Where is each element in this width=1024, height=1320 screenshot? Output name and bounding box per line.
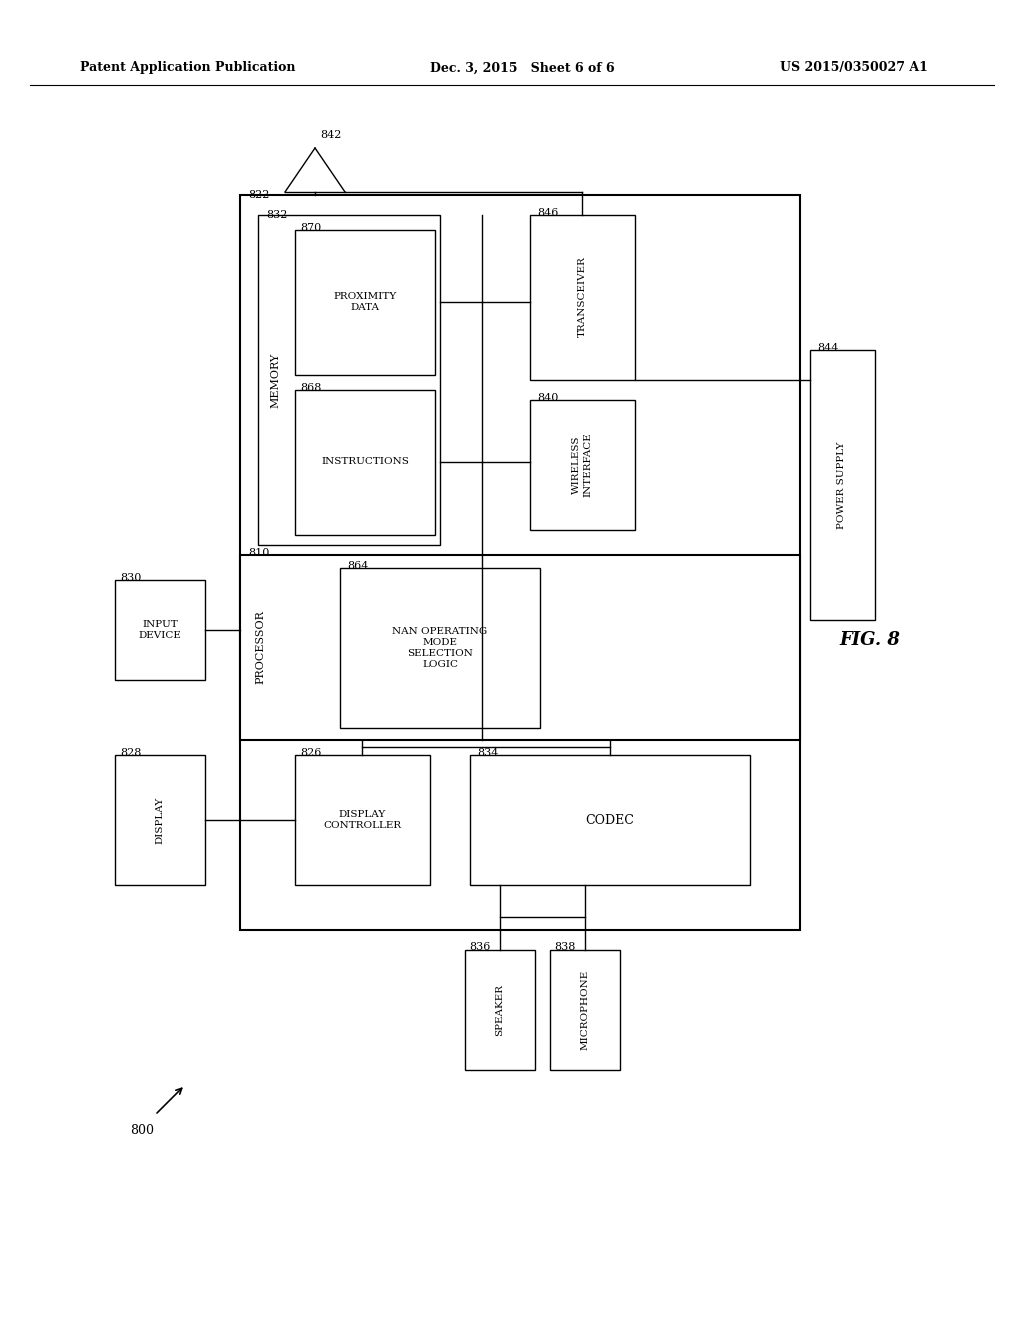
Text: INSTRUCTIONS: INSTRUCTIONS [322,458,409,466]
Bar [530,400,635,531]
Bar [340,568,540,729]
Text: CODEC: CODEC [586,813,635,826]
Text: 836: 836 [469,942,490,952]
Text: 830: 830 [120,573,141,583]
Text: FIG. 8: FIG. 8 [840,631,900,649]
Text: POWER SUPPLY: POWER SUPPLY [838,441,847,529]
Bar [465,950,535,1071]
Text: Dec. 3, 2015   Sheet 6 of 6: Dec. 3, 2015 Sheet 6 of 6 [430,62,614,74]
Bar [240,195,800,931]
Bar [115,755,205,884]
Text: SPEAKER: SPEAKER [496,983,505,1036]
Text: 844: 844 [817,343,839,352]
Text: PROXIMITY
DATA: PROXIMITY DATA [334,292,396,312]
Text: WIRELESS
INTERFACE: WIRELESS INTERFACE [572,433,592,498]
Text: 838: 838 [554,942,575,952]
Bar [295,755,430,884]
Text: 842: 842 [319,129,341,140]
Text: TRANSCEIVER: TRANSCEIVER [578,256,587,338]
Bar [530,215,635,380]
Bar [550,950,620,1071]
Text: 822: 822 [248,190,269,201]
Text: 864: 864 [347,561,369,572]
Text: MICROPHONE: MICROPHONE [581,970,590,1051]
Bar [115,579,205,680]
Text: 810: 810 [248,548,269,558]
Bar [240,554,800,741]
Bar [470,755,750,884]
Text: 840: 840 [537,393,558,403]
Text: 800: 800 [130,1123,154,1137]
Bar [295,389,435,535]
Text: 834: 834 [477,748,499,758]
Text: DISPLAY: DISPLAY [156,796,165,843]
Text: US 2015/0350027 A1: US 2015/0350027 A1 [780,62,928,74]
Text: 870: 870 [300,223,322,234]
Bar [810,350,874,620]
Bar [295,230,435,375]
Text: Patent Application Publication: Patent Application Publication [80,62,296,74]
Bar [258,215,440,545]
Text: INPUT
DEVICE: INPUT DEVICE [138,620,181,640]
Text: PROCESSOR: PROCESSOR [255,610,265,684]
Text: 828: 828 [120,748,141,758]
Text: 846: 846 [537,209,558,218]
Text: 868: 868 [300,383,322,393]
Text: MEMORY: MEMORY [270,352,280,408]
Text: NAN OPERATING
MODE
SELECTION
LOGIC: NAN OPERATING MODE SELECTION LOGIC [392,627,487,669]
Text: 832: 832 [266,210,288,220]
Text: DISPLAY
CONTROLLER: DISPLAY CONTROLLER [323,810,401,830]
Text: 826: 826 [300,748,322,758]
